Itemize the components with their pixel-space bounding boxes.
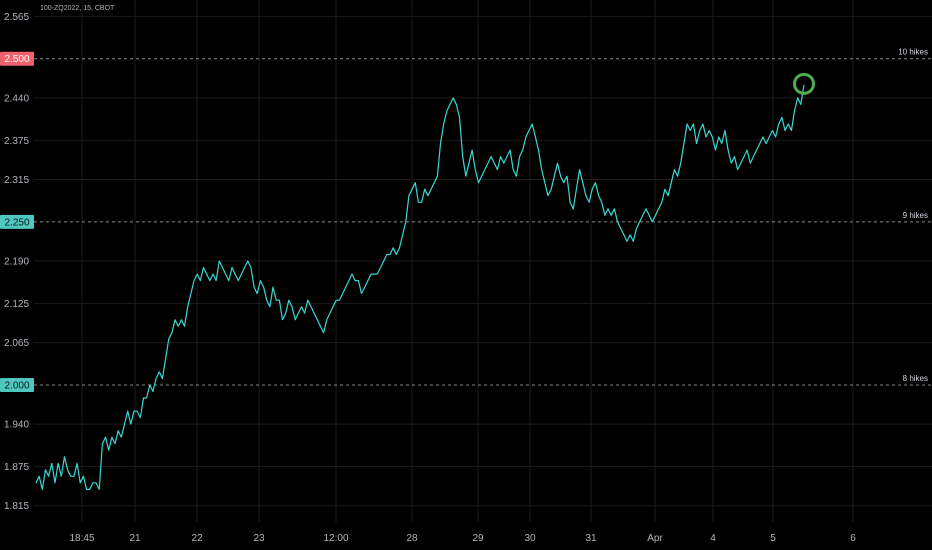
y-tick-label: 1.875	[4, 462, 29, 473]
price-badge-label: 2.250	[4, 217, 29, 228]
level-label: 10 hikes	[898, 48, 928, 57]
y-tick-label: 1.940	[4, 420, 29, 431]
x-tick-label: 6	[850, 533, 856, 544]
x-tick-label: 4	[710, 533, 716, 544]
x-tick-label: 28	[406, 533, 418, 544]
x-tick-label: 5	[770, 533, 776, 544]
y-tick-label: 2.565	[4, 12, 29, 23]
symbol-label: 100-ZQ2022, 15, CBOT	[40, 5, 115, 12]
y-tick-label: 2.065	[4, 338, 29, 349]
x-tick-label: 23	[253, 533, 265, 544]
price-line	[35, 84, 805, 490]
y-tick-label: 2.375	[4, 136, 29, 147]
x-tick-label: 22	[191, 533, 203, 544]
y-tick-label: 1.815	[4, 501, 29, 512]
x-tick-label: 12:00	[323, 533, 348, 544]
price-badge	[0, 214, 34, 229]
y-tick-label: 2.125	[4, 299, 29, 310]
y-tick-label: 2.315	[4, 175, 29, 186]
y-tick-label: 2.190	[4, 257, 29, 268]
price-badge-label: 2.500	[4, 54, 29, 65]
x-tick-label: 29	[472, 533, 484, 544]
x-tick-label: 18:45	[69, 533, 94, 544]
x-tick-label: 21	[129, 533, 141, 544]
grid-lines	[34, 0, 932, 522]
level-label: 8 hikes	[903, 374, 928, 383]
level-label: 9 hikes	[903, 211, 928, 220]
circle-marker[interactable]	[793, 72, 815, 95]
price-badge-label: 2.000	[4, 380, 29, 391]
price-series	[35, 84, 805, 490]
x-axis[interactable]: 18:45 21 22 23 12:00 28 29 30 31 Apr 4 5 6	[69, 533, 856, 544]
price-badge	[0, 377, 34, 392]
x-tick-label: 30	[524, 533, 536, 544]
price-badge	[0, 51, 34, 66]
annotation-layer	[793, 72, 815, 95]
y-axis[interactable]: 2.565 2.440 2.375 2.315 2.190 2.125 2.065 1.940…	[0, 12, 34, 512]
y-tick-label: 2.440	[4, 93, 29, 104]
level-lines: 10 hikes 9 hikes 8 hikes	[34, 48, 932, 386]
x-tick-label: 31	[585, 533, 597, 544]
x-tick-label: Apr	[647, 533, 663, 544]
